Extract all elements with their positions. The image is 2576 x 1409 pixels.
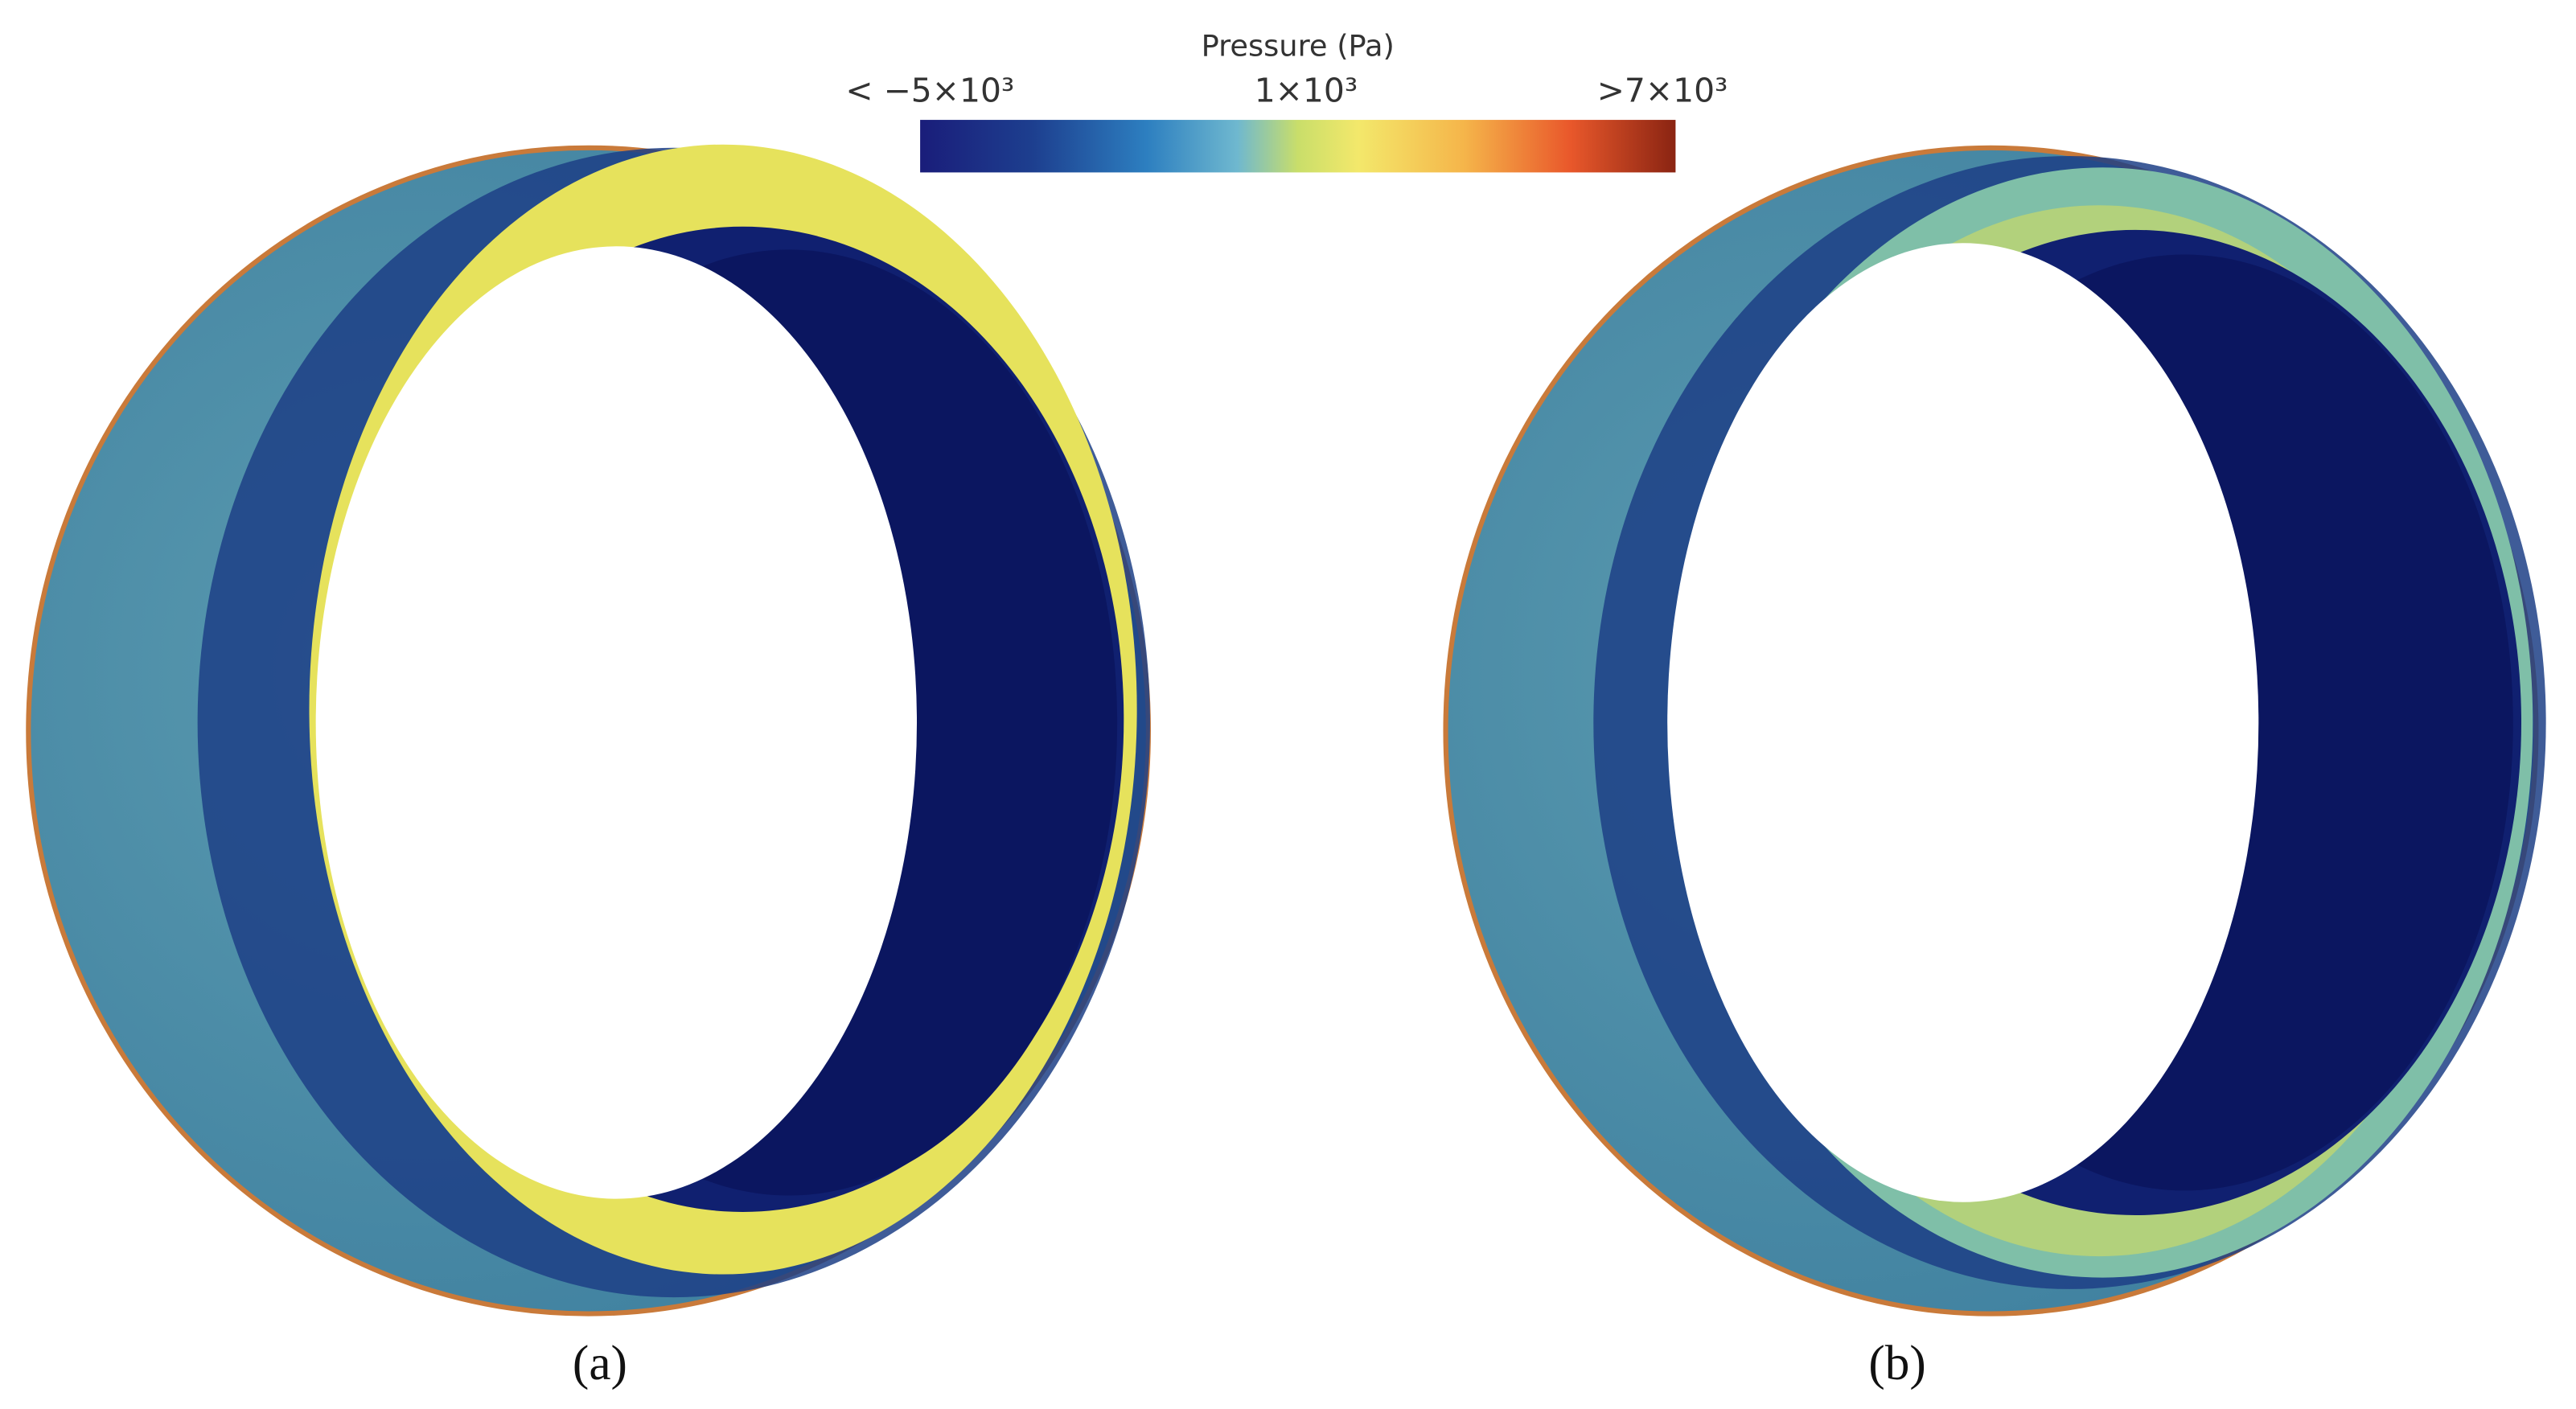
panel-caption: (a): [573, 1336, 627, 1391]
colorbar-mid-label: 1×10³: [1255, 72, 1358, 110]
tire-render-b: [1443, 145, 2546, 1317]
tire-render-a: [26, 144, 1151, 1317]
colorbar-title: Pressure (Pa): [1202, 28, 1395, 63]
panel-caption: (b): [1868, 1336, 1925, 1391]
colorbar: Pressure (Pa) < −5×10³ 1×10³ >7×10³: [845, 28, 1728, 173]
colorbar-gradient: [920, 120, 1676, 173]
colorbar-max-label: >7×10³: [1597, 72, 1728, 110]
colorbar-min-label: < −5×10³: [845, 72, 1014, 110]
